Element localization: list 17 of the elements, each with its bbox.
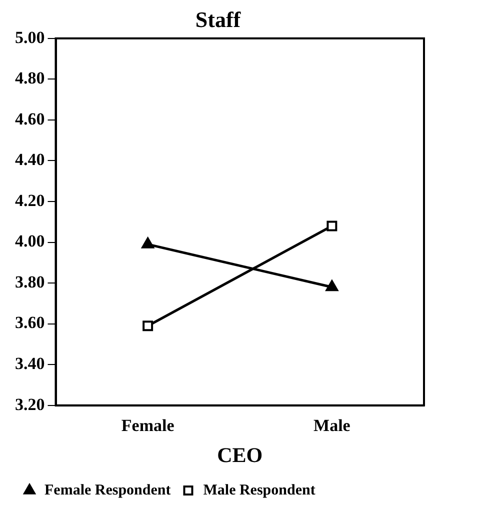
x-tick-label: Male bbox=[314, 416, 351, 435]
y-tick-label: 4.80 bbox=[15, 68, 45, 88]
chart-title: Staff bbox=[195, 6, 242, 32]
legend-label: Female Respondent bbox=[44, 482, 171, 498]
x-axis-title: CEO bbox=[217, 442, 263, 467]
y-tick-label: 5.00 bbox=[15, 28, 45, 47]
y-tick-label: 3.40 bbox=[15, 354, 45, 374]
y-tick-label: 4.00 bbox=[15, 232, 45, 251]
y-tick-label: 3.60 bbox=[15, 313, 45, 332]
x-tick-label: Female bbox=[121, 416, 175, 435]
y-tick-label: 4.40 bbox=[15, 150, 45, 170]
y-tick-label: 4.60 bbox=[15, 109, 45, 128]
legend-label: Male Respondent bbox=[203, 482, 316, 498]
y-tick-label: 3.80 bbox=[15, 272, 45, 292]
point bbox=[142, 320, 154, 332]
y-tick-label: 3.20 bbox=[15, 394, 45, 414]
y-tick-label: 4.20 bbox=[15, 190, 45, 210]
